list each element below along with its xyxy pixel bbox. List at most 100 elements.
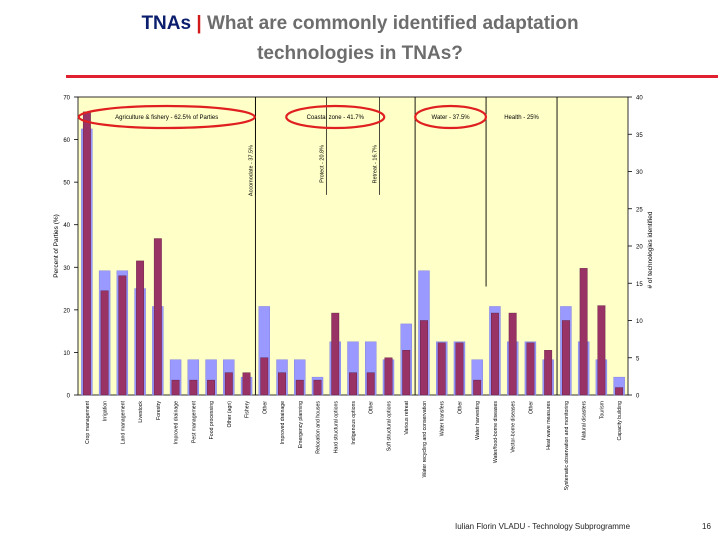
sector-highlight-ellipse [414,104,488,130]
strategy-label: Protect - 20.8% [319,145,325,183]
bar-technology-count [615,387,624,396]
x-tick-label: Hard structural options [333,401,339,454]
bar-technology-count [455,342,464,396]
x-tick-label: Capacity building [617,401,623,441]
x-tick-label: Natural disasters [582,401,588,440]
slide-title-line2: technologies in TNAs? [257,43,463,64]
bar-technology-count [82,111,91,396]
bar-technology-count [260,357,269,396]
y2-tick-label: 35 [636,133,643,139]
sector-label: Health - 25% [504,115,539,121]
bar-technology-count [136,260,145,396]
title-tnas: TNAs [141,13,192,34]
bar-technology-count [278,372,286,396]
bar-technology-count [242,372,251,396]
x-tick-label: Food processing [209,401,215,439]
y2-tick-label: 40 [636,96,643,102]
bar-technology-count [349,372,357,396]
bar-technology-count [420,320,428,396]
y-tick-label: 30 [63,266,70,272]
x-tick-label: Improved drainage [280,401,286,444]
x-tick-label: Heat wave measures [546,401,552,450]
y-tick-label: 10 [63,351,70,357]
x-tick-label: Relocation and houses [316,401,322,454]
x-tick-label: Other [262,401,268,414]
x-tick-label: Irrigation [103,401,109,421]
bar-technology-count [508,312,517,396]
bar-technology-count [597,305,606,396]
slide-title-line1: TNAs | What are commonly identified adap… [0,12,720,35]
y-tick-label: 70 [63,96,70,102]
bar-technology-count [100,290,109,396]
y2-tick-label: 20 [636,245,643,251]
y-tick-label: 0 [67,394,71,400]
x-tick-label: Forestry [156,401,162,420]
x-tick-label: Emergency planning [298,401,304,448]
y-tick-label: 60 [63,138,70,144]
x-tick-label: Water transfers [440,401,446,437]
x-tick-label: Livestock [138,401,144,423]
title-separator: | [196,13,202,34]
bar-technology-count [384,357,393,396]
strategy-label: Accomodate - 37.5% [248,145,254,196]
bar-technology-count [189,379,198,396]
bar-technology-count [118,275,127,396]
sector-highlight-ellipse [285,104,386,130]
x-tick-label: Improved drainage [174,401,180,444]
bar-technology-count [171,379,180,396]
y2-tick-label: 30 [636,170,643,176]
bar-technology-count [579,268,588,396]
bar-technology-count [295,379,304,396]
bar-technology-count [224,372,233,396]
sector-label: Water - 37.5% [432,115,471,121]
bar-technology-count [153,238,162,396]
bar-technology-count [366,372,375,396]
bar-technology-count [544,350,553,396]
x-tick-label: Fishery [245,401,251,418]
x-tick-label: Other [528,401,534,414]
x-tick-label: Other [369,401,375,414]
y2-tick-label: 15 [636,282,643,288]
footer-author: Iulian Florin VLADU - Technology Subprog… [455,522,631,531]
x-tick-label: Other (agri) [227,401,233,428]
y-tick-label: 50 [63,181,70,187]
bar-technology-count [526,342,535,396]
x-tick-label: Water/food-borne diseases [493,401,499,463]
x-tick-label: Systematic observation and monitoring [564,401,570,491]
bar-technology-count [491,312,499,396]
y-tick-label: 40 [63,223,70,229]
x-tick-label: Water recycling and conservation [422,401,428,478]
y2-tick-label: 25 [636,207,643,213]
x-tick-label: Land management [120,400,126,444]
bar-technology-count [402,350,411,396]
x-tick-label: Indigenous options [351,401,357,445]
sector-highlight-ellipse [77,104,256,130]
x-tick-label: Other [457,401,463,414]
y2-axis-title: # of technologies identified [647,211,654,288]
x-tick-label: Vector-borne diseases [511,401,517,453]
page-number: 16 [702,522,711,531]
title-question-part1: What are commonly identified adaptation [206,13,579,34]
bar-technology-count [207,379,215,396]
x-tick-label: Crop management [85,400,91,444]
y2-tick-label: 0 [636,394,640,400]
sector-label: Coastal zone - 41.7% [307,115,365,121]
x-tick-label: Various retreat [404,400,410,434]
y2-tick-label: 5 [636,356,640,362]
x-tick-label: Water harvesting [475,401,481,440]
x-tick-label: Tourism [599,401,605,419]
bar-technology-count [561,320,570,396]
bar-technology-count [473,379,482,396]
x-tick-label: Pest management [191,400,197,443]
bar-technology-count [331,312,340,396]
strategy-label: Retreat - 16.7% [373,145,379,184]
y-tick-label: 20 [63,308,70,314]
bar-technology-count [437,342,446,396]
sector-label: Agriculture & fishery - 62.5% of Parties [115,115,218,121]
y2-tick-label: 10 [636,319,643,325]
title-rule [66,75,718,78]
bar-technology-count [313,379,322,396]
x-tick-label: Soft structural options [386,401,392,452]
y-axis-title: Percent of Parties (%) [53,214,60,278]
